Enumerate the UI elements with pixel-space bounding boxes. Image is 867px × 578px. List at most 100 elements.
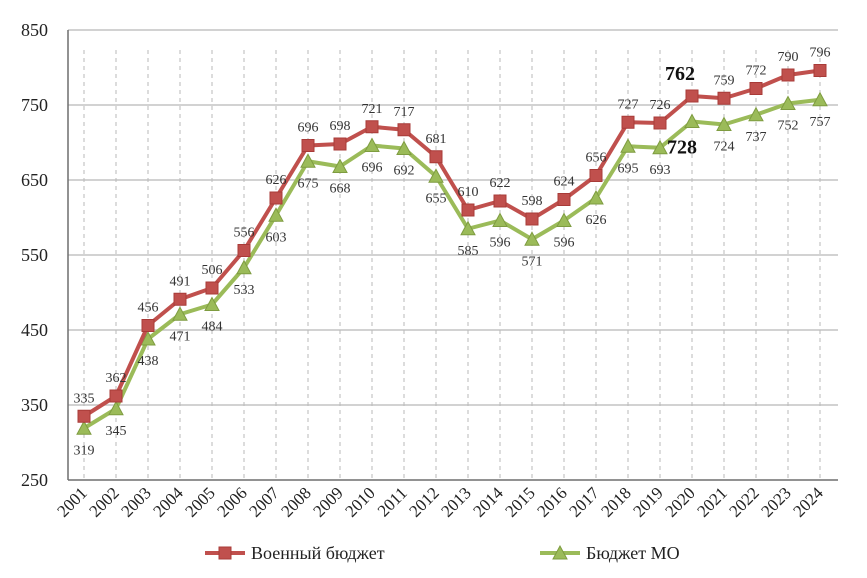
legend-item: Военный бюджет [205, 543, 385, 563]
data-label: 693 [650, 163, 671, 178]
data-label: 533 [234, 283, 255, 298]
data-label: 603 [266, 230, 287, 245]
data-point [109, 389, 123, 403]
data-label: 319 [74, 443, 95, 458]
data-label: 726 [650, 98, 671, 113]
legend-label: Бюджет МО [586, 543, 680, 563]
data-label: 585 [458, 244, 479, 259]
data-point [652, 139, 668, 155]
data-point [588, 189, 604, 205]
data-label: 695 [618, 161, 639, 176]
legend-marker [218, 546, 232, 560]
x-tick-label: 2020 [661, 483, 698, 520]
x-tick-label: 2012 [405, 483, 442, 520]
data-label: 491 [170, 274, 191, 289]
data-label: 506 [202, 263, 223, 278]
data-label: 759 [714, 73, 735, 88]
y-tick-label: 250 [21, 470, 48, 490]
data-label: 698 [330, 119, 351, 134]
data-label: 571 [522, 254, 543, 269]
legend-label: Военный бюджет [251, 543, 385, 563]
series-line-mo-budget [82, 97, 821, 430]
data-label: 655 [426, 191, 447, 206]
data-point [332, 158, 348, 173]
data-label: 438 [138, 354, 159, 369]
data-label: 335 [74, 391, 95, 406]
data-point [653, 116, 667, 130]
data-label: 626 [266, 173, 287, 188]
data-point [556, 212, 572, 227]
legend-item: Бюджет МО [540, 543, 680, 563]
data-label: 696 [298, 121, 319, 136]
x-tick-label: 2018 [597, 483, 634, 520]
axes: 2503504505506507508502001200220032004200… [21, 20, 838, 521]
y-tick-label: 350 [21, 395, 48, 415]
data-point [493, 194, 507, 208]
x-tick-label: 2022 [725, 483, 762, 520]
x-tick-label: 2003 [117, 483, 154, 520]
data-point [365, 120, 379, 134]
data-point [333, 137, 347, 151]
data-label: 626 [586, 213, 607, 228]
data-point [812, 91, 828, 107]
x-tick-label: 2008 [277, 483, 314, 520]
y-tick-label: 650 [21, 170, 48, 190]
data-point [557, 193, 571, 206]
x-tick-label: 2021 [693, 483, 730, 520]
data-point [140, 330, 156, 346]
data-label: 556 [234, 226, 255, 241]
data-label: 656 [586, 151, 607, 166]
data-point [621, 115, 635, 129]
data-point [301, 139, 315, 152]
data-label: 622 [490, 176, 511, 191]
series [76, 64, 828, 435]
data-point [748, 106, 764, 122]
data-point [524, 231, 540, 246]
data-label: 681 [426, 132, 447, 147]
legend-marker [552, 544, 568, 560]
x-tick-label: 2007 [245, 483, 283, 521]
data-point [461, 203, 475, 217]
data-label: 624 [554, 175, 575, 190]
data-point [685, 89, 699, 103]
data-label: 456 [138, 301, 159, 316]
data-point [77, 409, 91, 423]
data-label: 762 [665, 63, 695, 85]
data-point [813, 64, 827, 77]
y-tick-label: 850 [21, 20, 48, 40]
data-label: 610 [458, 185, 479, 200]
data-point [780, 95, 796, 110]
data-point [460, 220, 476, 236]
data-point [781, 68, 795, 82]
data-label: 717 [394, 105, 415, 120]
data-point [76, 420, 92, 435]
data-point [397, 123, 411, 137]
x-tick-label: 2016 [533, 483, 570, 520]
x-tick-label: 2006 [213, 483, 250, 520]
data-point [300, 153, 316, 168]
data-point [525, 212, 539, 226]
y-tick-label: 750 [21, 95, 48, 115]
data-label: 362 [106, 371, 127, 386]
data-label: 796 [810, 46, 831, 61]
data-point [749, 82, 763, 95]
x-tick-label: 2001 [53, 483, 90, 520]
data-label: 598 [522, 194, 543, 209]
x-tick-label: 2023 [757, 483, 794, 520]
data-label: 471 [170, 329, 191, 344]
data-point [589, 169, 603, 182]
data-labels: 335 362 456 491 506 556 626 696 698 721 717 681 610 6… [74, 46, 831, 459]
data-point [204, 296, 220, 311]
data-label: 724 [714, 140, 735, 155]
x-tick-label: 2002 [85, 483, 122, 520]
data-point [429, 150, 443, 164]
data-label: 692 [394, 164, 415, 179]
data-point [108, 400, 124, 416]
data-label: 728 [667, 137, 697, 159]
data-label: 345 [106, 424, 127, 439]
data-point [396, 140, 412, 155]
data-label: 737 [746, 130, 767, 145]
data-label: 772 [746, 64, 767, 79]
data-point [268, 207, 284, 222]
y-tick-label: 550 [21, 245, 48, 265]
